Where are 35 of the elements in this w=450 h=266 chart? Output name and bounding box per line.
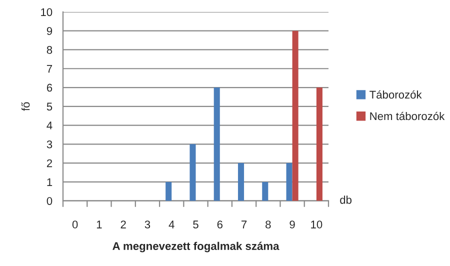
y-tick-label: 7: [46, 65, 52, 73]
x-tick-label: 4: [168, 220, 174, 228]
bar: [238, 163, 244, 201]
x-tick-label: 1: [96, 220, 102, 228]
x-tick-label: 6: [217, 220, 222, 228]
bar: [286, 163, 292, 201]
x-tick-label: 9: [290, 220, 295, 228]
legend-label: Nem táborozók: [370, 112, 445, 120]
bar: [262, 182, 268, 201]
legend-label: Táborozók: [370, 90, 422, 99]
y-tick-label: 1: [47, 178, 52, 186]
x-tick-label: 3: [144, 220, 150, 228]
y-tick-label: 9: [46, 27, 52, 35]
y-axis-title: fő: [21, 102, 30, 111]
bar: [292, 30, 298, 201]
x-tick-label: 7: [242, 220, 247, 228]
x-tick-label: 2: [120, 220, 126, 228]
bar: [316, 88, 322, 201]
x-tick-label: 10: [311, 220, 322, 228]
y-tick-label: 8: [46, 46, 52, 54]
y-tick-label: 0: [46, 197, 52, 205]
bar: [214, 88, 220, 201]
x-tick-label: 8: [266, 220, 271, 228]
y-tick-label: 2: [46, 159, 52, 168]
y-tick-label: 5: [46, 102, 52, 111]
text: db: [340, 196, 352, 204]
y-tick-label: 6: [46, 84, 52, 92]
x-tick-label: 5: [193, 220, 198, 228]
x-tick-label: 0: [72, 220, 78, 228]
bar: [190, 144, 196, 201]
bar: [166, 182, 172, 201]
x-axis-title: A megnevezett fogalmak száma: [112, 242, 280, 252]
y-tick-label: 3: [46, 140, 52, 148]
y-tick-label: 10: [41, 8, 52, 16]
y-tick-label: 4: [46, 122, 52, 130]
